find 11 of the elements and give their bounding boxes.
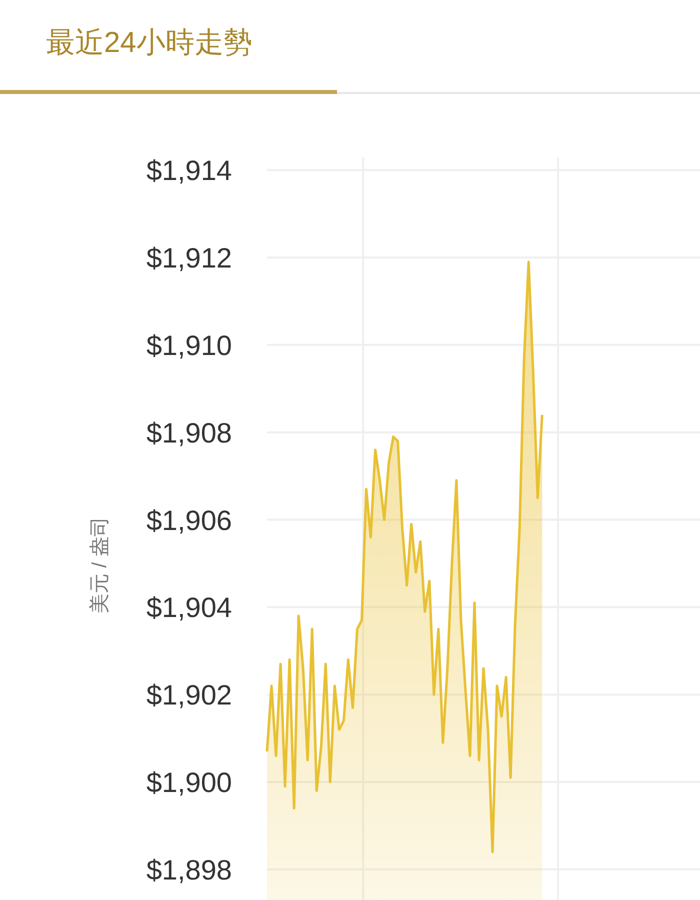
y-tick-label: $1,912 <box>146 242 232 274</box>
y-tick-label: $1,900 <box>146 766 232 798</box>
y-tick-label: $1,898 <box>146 854 232 886</box>
y-tick-label: $1,904 <box>146 592 232 624</box>
y-axis-title: 美元 / 盎司 <box>88 516 111 614</box>
y-tick-label: $1,914 <box>146 155 232 186</box>
y-tick-label: $1,906 <box>146 504 232 536</box>
y-tick-label: $1,908 <box>146 417 232 448</box>
y-tick-label: $1,910 <box>146 330 232 361</box>
chart-title: 最近24小時走勢 <box>46 27 252 59</box>
y-tick-label: $1,902 <box>146 680 232 711</box>
